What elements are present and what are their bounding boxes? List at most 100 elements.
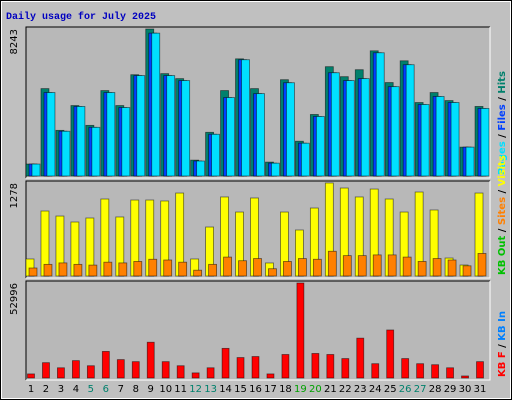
bar xyxy=(312,258,322,277)
legend: KB Out / Sites / Visits xyxy=(497,155,508,275)
panel-light xyxy=(26,181,491,279)
bar xyxy=(208,263,218,277)
bar xyxy=(58,262,68,277)
bar xyxy=(43,263,53,277)
panel-shadow xyxy=(25,180,490,278)
bar xyxy=(136,75,146,177)
x-tick-label: 7 xyxy=(118,384,124,395)
bar xyxy=(416,363,425,379)
legend-entry: Sites xyxy=(497,197,508,225)
bar xyxy=(72,360,80,379)
bar xyxy=(27,373,35,379)
bar xyxy=(268,268,277,277)
bar xyxy=(28,267,38,277)
legend-entry: KB In xyxy=(497,311,508,341)
bar xyxy=(31,163,41,177)
legend-entry: KB F xyxy=(497,351,508,377)
legend-separator: / xyxy=(497,186,508,197)
bar xyxy=(357,255,367,277)
bar xyxy=(342,255,352,277)
bar xyxy=(73,263,83,277)
bar xyxy=(193,269,203,277)
bar xyxy=(57,367,65,379)
x-tick-label: 28 xyxy=(429,384,442,395)
bar xyxy=(417,261,427,277)
bar xyxy=(118,262,128,277)
x-tick-label: 10 xyxy=(159,384,172,395)
bar xyxy=(461,375,469,379)
bar xyxy=(432,258,442,277)
bar xyxy=(297,258,307,277)
bar xyxy=(326,354,335,379)
bar xyxy=(61,130,71,177)
bar xyxy=(405,64,415,177)
bar xyxy=(88,264,98,277)
x-tick-label: 22 xyxy=(339,384,352,395)
bar xyxy=(327,250,337,277)
bar xyxy=(345,80,355,177)
x-tick-label: 15 xyxy=(234,384,247,395)
bar xyxy=(91,126,101,177)
x-tick-label: 29 xyxy=(444,384,457,395)
bar xyxy=(311,353,320,379)
bar xyxy=(131,361,140,379)
bar xyxy=(386,329,395,379)
bar xyxy=(296,282,305,379)
bar xyxy=(191,372,200,379)
legend-separator: / xyxy=(497,341,508,352)
bar xyxy=(266,373,275,379)
x-tick-label: 13 xyxy=(204,384,217,395)
bar xyxy=(121,107,131,177)
bar xyxy=(253,258,262,277)
bar xyxy=(341,358,350,379)
bar xyxy=(360,78,370,177)
bar xyxy=(283,261,292,277)
legend-separator: / xyxy=(497,225,508,236)
bar xyxy=(176,365,185,379)
bar xyxy=(238,260,247,277)
bar xyxy=(477,253,487,277)
y-tick-label: 1278 xyxy=(9,183,20,208)
x-tick-label: 21 xyxy=(324,384,337,395)
x-tick-label: 5 xyxy=(88,384,94,395)
bar xyxy=(390,86,400,177)
legend-entry: Hits xyxy=(497,71,508,94)
bar xyxy=(106,92,116,177)
x-tick-label: 2 xyxy=(43,384,49,395)
x-tick-label: 30 xyxy=(459,384,472,395)
bar xyxy=(46,92,56,177)
x-tick-label: 16 xyxy=(249,384,262,395)
bar xyxy=(161,361,170,379)
legend-separator: / xyxy=(497,94,508,105)
bar xyxy=(196,160,206,177)
panel-light xyxy=(26,281,491,381)
y-tick-label: 8243 xyxy=(9,29,20,54)
bar xyxy=(86,365,95,379)
x-tick-label: 14 xyxy=(219,384,232,395)
bar xyxy=(163,259,173,277)
bar xyxy=(480,108,490,177)
legend: Pages / Files / Hits xyxy=(497,71,508,175)
x-tick-label: 31 xyxy=(474,384,487,395)
bar xyxy=(103,261,113,277)
bar xyxy=(300,142,310,177)
bar xyxy=(211,133,221,177)
bar xyxy=(148,258,158,277)
x-tick-label: 19 xyxy=(294,384,307,395)
x-tick-label: 6 xyxy=(103,384,109,395)
bar xyxy=(221,347,230,379)
bar xyxy=(42,362,50,379)
bar xyxy=(462,265,472,277)
x-tick-label: 27 xyxy=(414,384,427,395)
bar xyxy=(236,357,245,379)
bar xyxy=(206,367,215,379)
bar xyxy=(465,146,475,177)
bar xyxy=(372,254,382,277)
bar xyxy=(402,256,412,277)
bar xyxy=(420,104,430,177)
bar xyxy=(178,261,188,277)
bar xyxy=(435,96,445,177)
bar xyxy=(166,75,176,177)
